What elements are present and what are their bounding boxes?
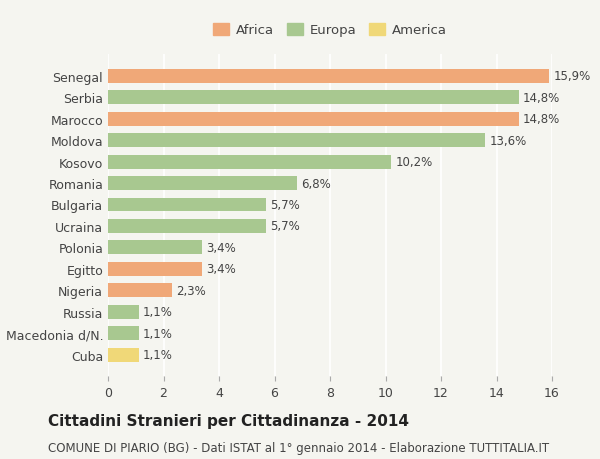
Text: 1,1%: 1,1% — [143, 327, 173, 340]
Text: 13,6%: 13,6% — [490, 134, 527, 147]
Bar — [108, 262, 202, 276]
Text: 10,2%: 10,2% — [395, 156, 433, 169]
Text: 15,9%: 15,9% — [553, 70, 590, 83]
Legend: Africa, Europa, America: Africa, Europa, America — [209, 20, 451, 41]
Text: 3,4%: 3,4% — [206, 263, 236, 276]
Bar — [108, 155, 391, 169]
Bar — [108, 284, 172, 297]
Bar — [108, 219, 266, 233]
Text: 5,7%: 5,7% — [271, 220, 300, 233]
Text: COMUNE DI PIARIO (BG) - Dati ISTAT al 1° gennaio 2014 - Elaborazione TUTTITALIA.: COMUNE DI PIARIO (BG) - Dati ISTAT al 1°… — [48, 441, 549, 453]
Text: Cittadini Stranieri per Cittadinanza - 2014: Cittadini Stranieri per Cittadinanza - 2… — [48, 413, 409, 428]
Text: 1,1%: 1,1% — [143, 348, 173, 361]
Bar — [108, 348, 139, 362]
Text: 1,1%: 1,1% — [143, 306, 173, 319]
Bar — [108, 198, 266, 212]
Text: 5,7%: 5,7% — [271, 199, 300, 212]
Text: 2,3%: 2,3% — [176, 284, 206, 297]
Text: 3,4%: 3,4% — [206, 241, 236, 254]
Bar — [108, 177, 296, 190]
Text: 6,8%: 6,8% — [301, 177, 331, 190]
Bar — [108, 112, 519, 126]
Bar — [108, 91, 519, 105]
Text: 14,8%: 14,8% — [523, 113, 560, 126]
Bar — [108, 305, 139, 319]
Text: 14,8%: 14,8% — [523, 91, 560, 105]
Bar — [108, 70, 549, 84]
Bar — [108, 134, 485, 148]
Bar — [108, 326, 139, 341]
Bar — [108, 241, 202, 255]
